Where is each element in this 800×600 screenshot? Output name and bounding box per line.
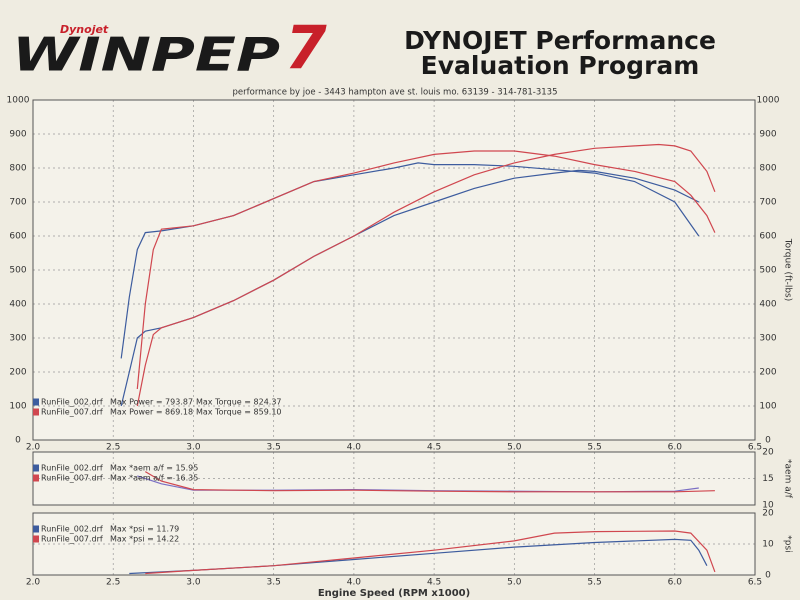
x-tick-label: 4.0 <box>347 578 362 588</box>
title-line1: DYNOJET Performance <box>404 26 716 55</box>
y2-tick-label: 900 <box>759 130 776 140</box>
y-tick-label: 400 <box>9 300 26 310</box>
legend-file: RunFile_002.drf <box>41 525 103 534</box>
y2-tick-label: 20 <box>762 448 774 458</box>
x-tick-label: 6.5 <box>748 443 762 453</box>
x-tick-label: 3.0 <box>186 578 201 588</box>
legend-swatch <box>33 474 39 482</box>
x-tick-label: 3.0 <box>186 443 201 453</box>
y2-tick-label: 400 <box>759 300 776 310</box>
legend-file: RunFile_002.drf <box>41 464 103 473</box>
y2-tick-label: 20 <box>762 509 774 519</box>
x-tick-label: 6.0 <box>668 578 683 588</box>
y2-tick-label: 100 <box>759 402 776 412</box>
legend-swatch <box>33 398 39 406</box>
x-axis-label: Engine Speed (RPM x1000) <box>318 588 470 599</box>
legend-file: RunFile_002.drf <box>41 398 103 407</box>
y2-tick-label: 0 <box>765 571 771 581</box>
legend-file: RunFile_007.drf <box>41 535 103 544</box>
data-line <box>144 471 715 493</box>
x-tick-label: 4.0 <box>347 443 362 453</box>
y2-tick-label: 300 <box>759 334 776 344</box>
data-line <box>145 530 716 575</box>
y2-axis-label: *psi <box>783 535 793 552</box>
x-tick-label: 6.5 <box>748 578 762 588</box>
y2-axis-label: *aem a/f <box>783 459 793 499</box>
y2-tick-label: 1000 <box>757 96 780 106</box>
plot-frame <box>32 512 756 576</box>
y-tick-label: 0 <box>15 436 21 446</box>
legend-swatch <box>33 535 39 543</box>
x-tick-label: 4.5 <box>427 578 441 588</box>
data-line <box>136 150 716 390</box>
legend-label: Max Power = 869.18 <box>110 408 193 417</box>
y-tick-label: 1000 <box>7 96 30 106</box>
legend-file: RunFile_007.drf <box>41 408 103 417</box>
legend-swatch <box>33 408 39 416</box>
y2-tick-label: 600 <box>759 232 776 242</box>
x-tick-label: 6.0 <box>668 443 683 453</box>
y-tick-label: 500 <box>9 266 26 276</box>
y2-tick-label: 10 <box>762 540 774 550</box>
legend-label: Max *psi = 14.22 <box>110 535 179 544</box>
title-line2: Evaluation Program <box>421 51 700 80</box>
x-tick-label: 2.5 <box>106 578 120 588</box>
y2-tick-label: 200 <box>759 368 776 378</box>
legend-file: RunFile_007.drf <box>41 474 103 483</box>
logo-number: 7 <box>285 14 327 84</box>
y-tick-label: 800 <box>9 164 26 174</box>
x-tick-label: 2.5 <box>106 443 120 453</box>
y2-tick-label: 800 <box>759 164 776 174</box>
data-line <box>120 162 700 359</box>
y2-tick-label: 15 <box>762 474 773 484</box>
y-tick-label: 100 <box>9 402 26 412</box>
subtitle: performance by joe - 3443 hampton ave st… <box>233 88 558 98</box>
y2-tick-label: 700 <box>759 198 776 208</box>
y-tick-label: 600 <box>9 232 26 242</box>
x-tick-label: 2.0 <box>26 578 41 588</box>
legend-label: Max Power = 793.87 <box>110 398 193 407</box>
legend-swatch <box>33 525 39 533</box>
legend-label: Max Torque = 859.10 <box>196 408 282 417</box>
legend-label: Max *aem a/f = 16.35 <box>110 474 198 483</box>
x-tick-label: 4.5 <box>427 443 441 453</box>
legend-label: Max Torque = 824.37 <box>196 398 282 407</box>
y-tick-label: 700 <box>9 198 26 208</box>
y2-axis-label: Torque (ft-lbs) <box>783 238 793 302</box>
x-tick-label: 2.0 <box>26 443 41 453</box>
legend-label: Max *psi = 11.79 <box>110 525 179 534</box>
logo-top: Dynojet <box>60 23 109 36</box>
y-tick-label: 200 <box>9 368 26 378</box>
y2-tick-label: 10 <box>762 501 774 511</box>
legend-swatch <box>33 464 39 472</box>
y-tick-label: 300 <box>9 334 26 344</box>
x-tick-label: 5.5 <box>587 443 601 453</box>
x-tick-label: 5.0 <box>507 443 522 453</box>
logo: WINPEP <box>12 28 280 82</box>
x-tick-label: 5.0 <box>507 578 522 588</box>
data-line <box>120 169 700 407</box>
legend-label: Max *aem a/f = 15.95 <box>110 464 198 473</box>
x-tick-label: 5.5 <box>587 578 601 588</box>
plot-frame <box>32 99 756 441</box>
x-tick-label: 3.5 <box>267 443 281 453</box>
y2-tick-label: 500 <box>759 266 776 276</box>
y-tick-label: 900 <box>9 130 26 140</box>
data-line <box>136 143 716 407</box>
x-tick-label: 3.5 <box>267 578 281 588</box>
y2-tick-label: 0 <box>765 436 771 446</box>
